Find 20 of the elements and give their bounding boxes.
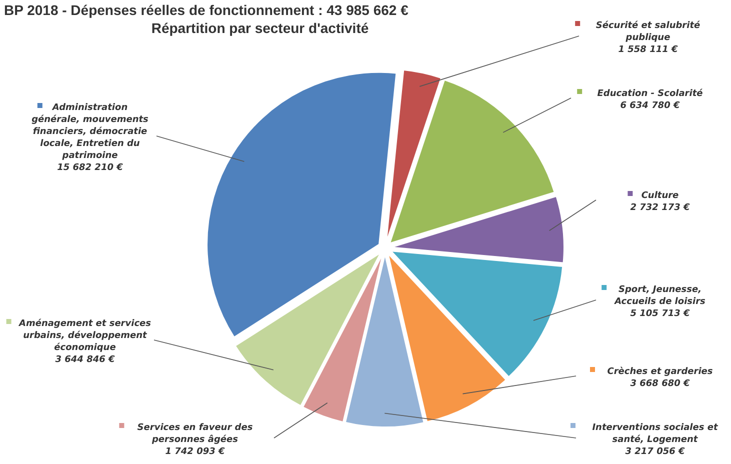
legend-label: Administration générale, mouvements financiers, démocratie locale, Entretien du patrimoine <box>32 103 150 161</box>
data-label: 3 217 056 € <box>625 447 686 457</box>
data-label: 1 558 111 € <box>618 45 678 55</box>
data-label: 2 732 173 € <box>630 203 690 213</box>
data-label: 3 668 680 € <box>630 379 690 389</box>
legend-label: Sport, Jeunesse, Accueils de loisirs <box>614 285 706 307</box>
legend-label: Services en faveur des personnes âgées <box>137 423 254 445</box>
legend-label: Education - Scolarité <box>597 88 703 99</box>
chart-subtitle: Répartition par secteur d'activité <box>151 20 369 36</box>
legend-label: Culture <box>641 191 679 201</box>
chart-title: BP 2018 - Dépenses réelles de fonctionnement : 43 985 662 € <box>4 2 409 18</box>
data-label: 3 644 846 € <box>55 355 116 365</box>
data-label: 6 634 780 € <box>620 101 680 111</box>
data-label: 15 682 210 € <box>57 163 124 173</box>
legend-label: Aménagement et services urbains, développement économique <box>18 318 152 353</box>
data-label: 1 742 093 € <box>165 447 226 457</box>
legend-label: Interventions sociales et santé, Logement <box>592 423 718 445</box>
legend-label: Sécurité et salubrité publique <box>596 20 700 43</box>
data-label: 5 105 713 € <box>630 309 690 319</box>
legend-label: Crèches et garderies <box>607 366 714 377</box>
